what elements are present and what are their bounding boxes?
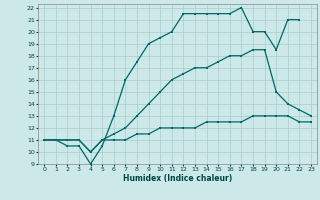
X-axis label: Humidex (Indice chaleur): Humidex (Indice chaleur) — [123, 174, 232, 183]
